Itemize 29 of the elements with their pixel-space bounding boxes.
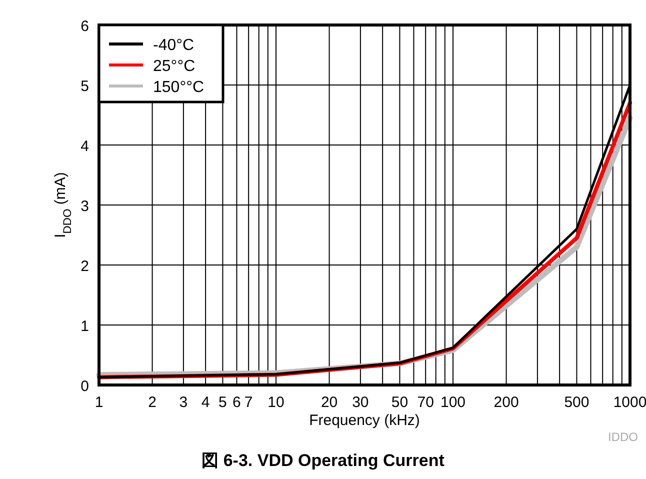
x-tick-label: 1	[94, 394, 104, 411]
y-tick-label: 5	[80, 78, 89, 95]
legend-label: 150°°C	[153, 79, 204, 96]
x-tick-label: 10	[268, 394, 284, 411]
x-tick-label: 4	[201, 394, 210, 411]
x-tick-label: 6	[232, 394, 241, 411]
x-tick-label: 20	[320, 394, 338, 411]
y-tick-label: 6	[80, 18, 89, 35]
x-tick-label: 3	[179, 394, 188, 411]
legend-label: -40°C	[153, 37, 194, 54]
y-tick-label: 4	[80, 138, 89, 155]
x-tick-label: 30	[352, 394, 369, 411]
x-tick-label: 50	[391, 394, 408, 411]
x-tick-label: 7	[244, 394, 253, 411]
text: 図 6-3. VDD Operating Current	[202, 451, 445, 470]
x-tick-label: 100	[440, 394, 466, 411]
x-tick-label: 500	[564, 394, 590, 411]
x-tick-label: 200	[494, 394, 519, 411]
x-axis-title: Frequency (kHz)	[309, 412, 420, 429]
legend-label: 25°°C	[153, 58, 196, 75]
y-tick-label: 3	[80, 198, 89, 215]
x-tick-label: 1000	[613, 394, 646, 411]
y-tick-label: 2	[80, 258, 89, 275]
y-tick-label: 1	[80, 318, 89, 335]
x-tick-label: 5	[218, 394, 227, 411]
x-tick-label: 2	[148, 394, 156, 411]
text: IDDO	[608, 430, 638, 444]
x-tick-label: 70	[417, 394, 434, 411]
y-tick-label: 0	[80, 378, 89, 395]
